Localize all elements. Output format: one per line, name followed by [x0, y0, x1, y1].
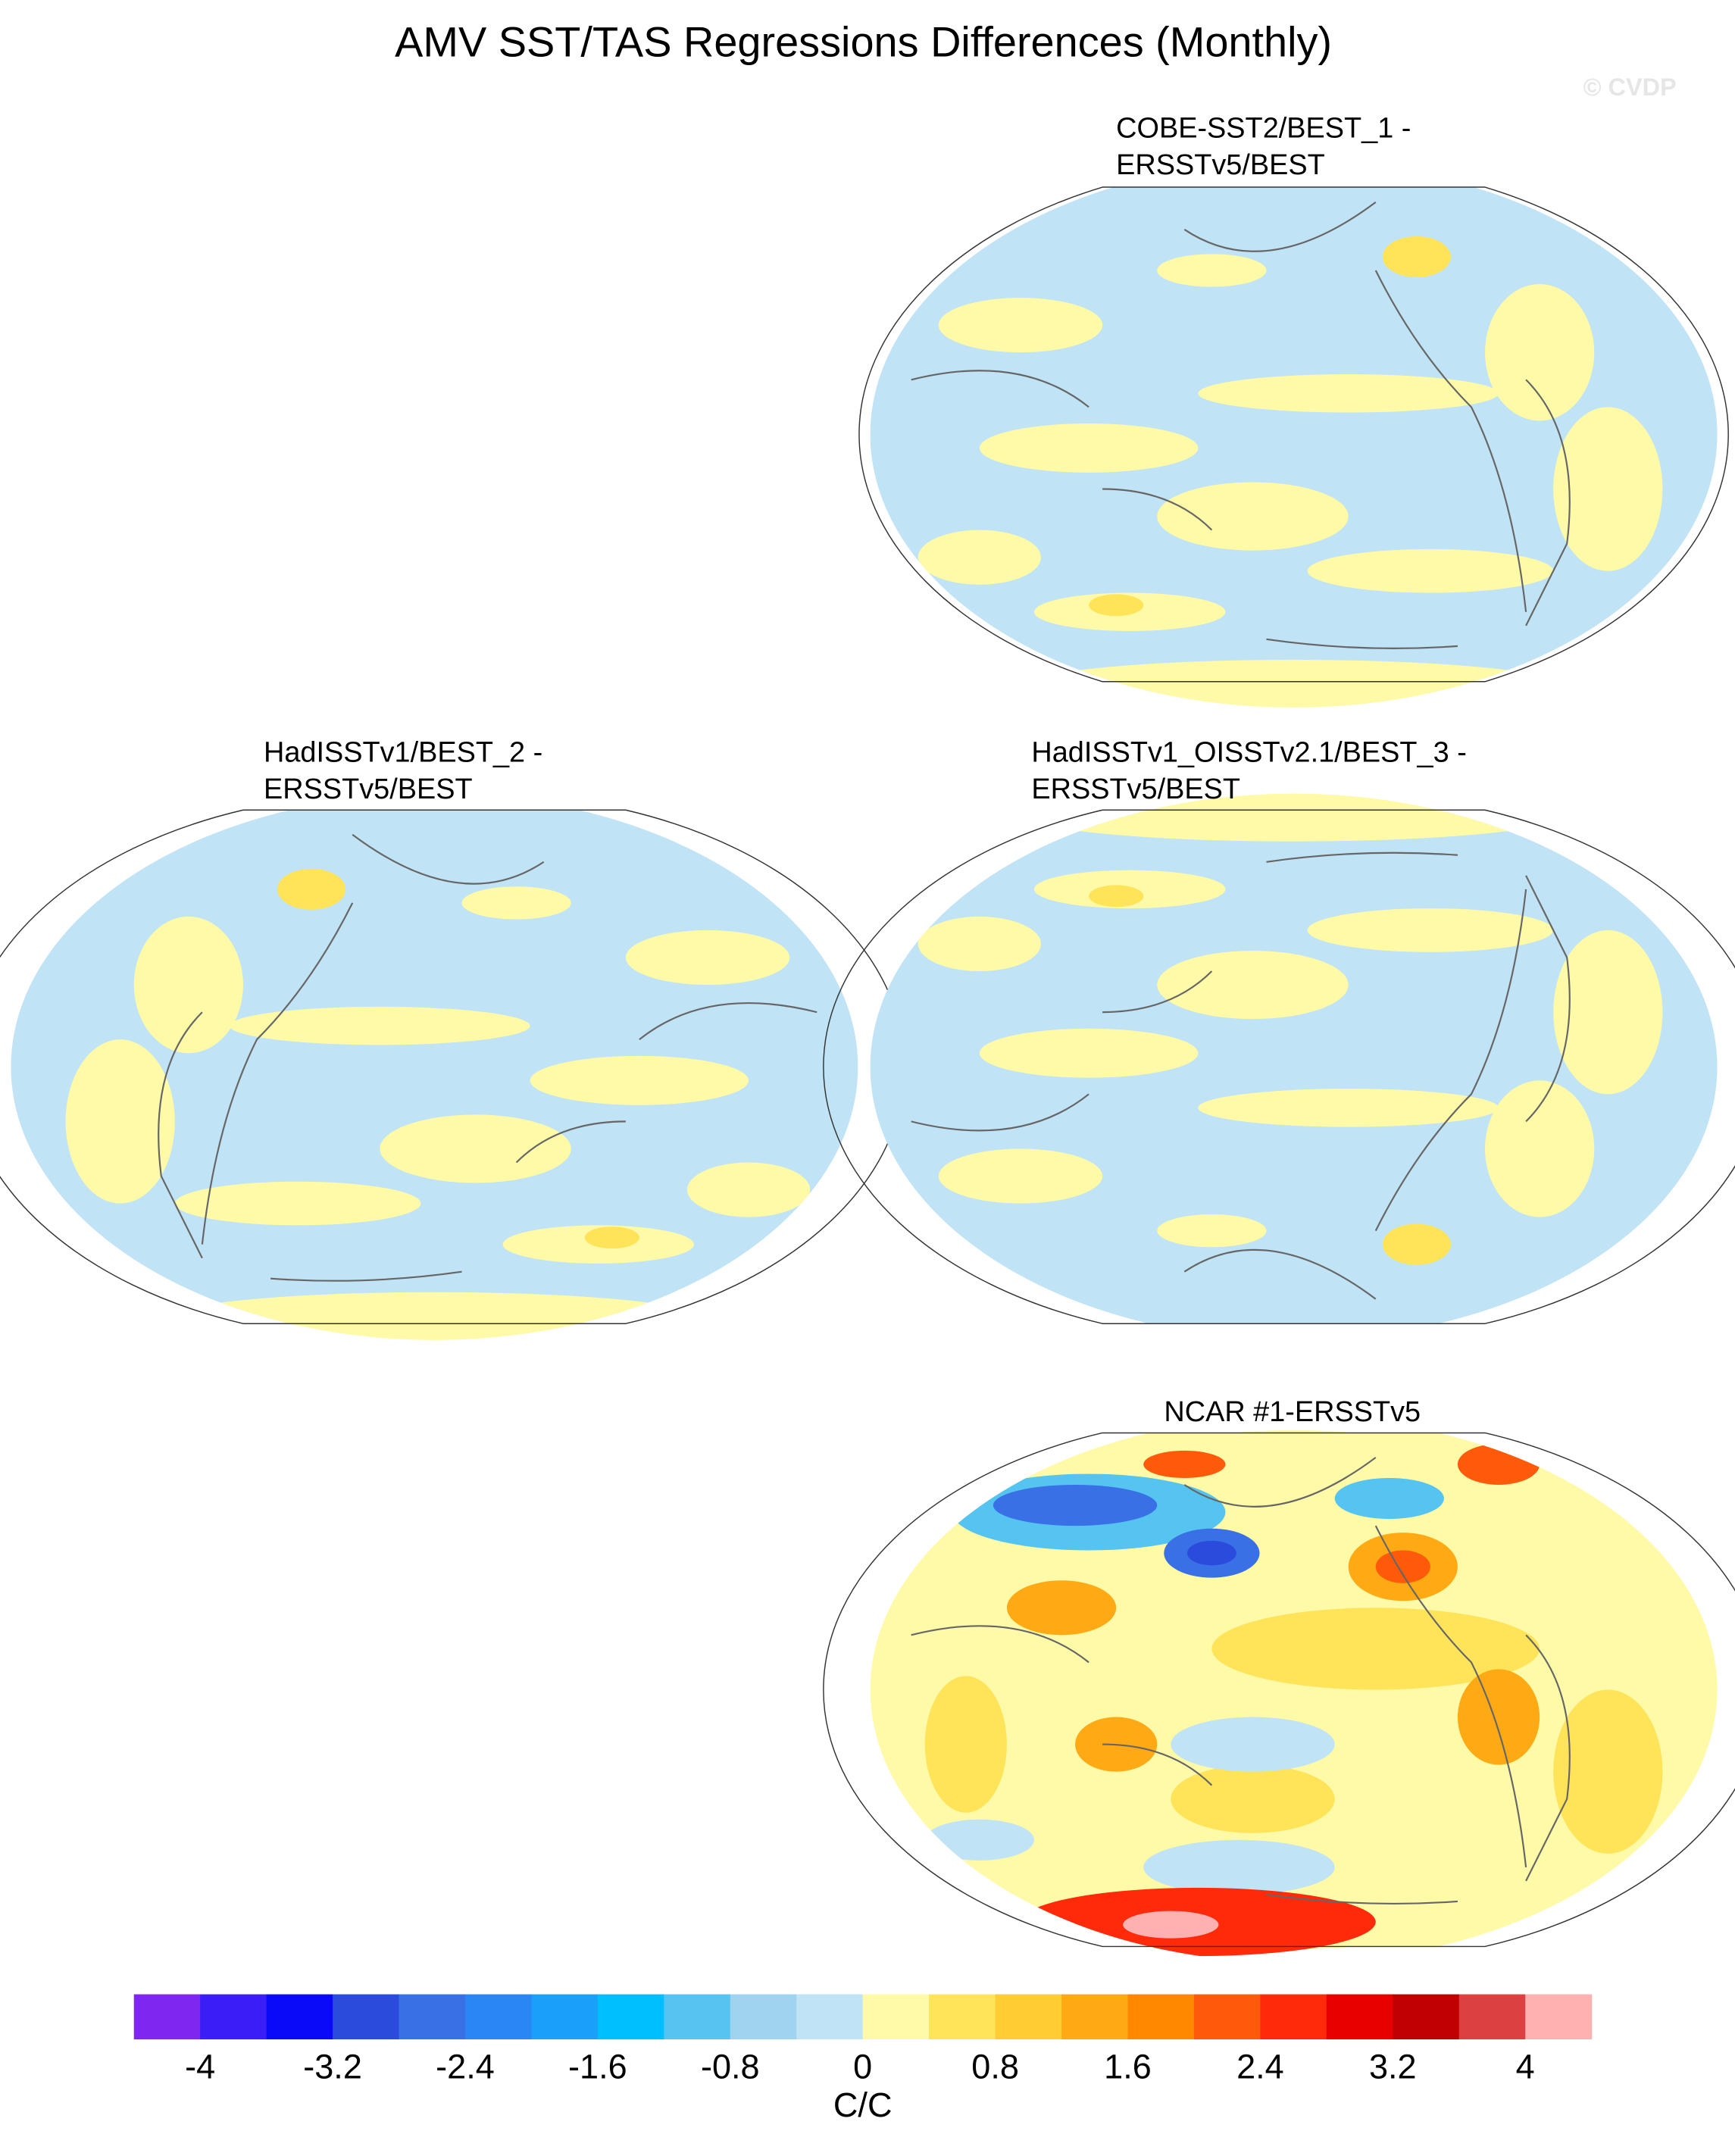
colorbar-label: 3.2: [1369, 2048, 1417, 2086]
colorbar-box: [664, 1994, 731, 2040]
colorbar-label: 2.4: [1236, 2048, 1284, 2086]
colorbar-box: [1393, 1994, 1460, 2040]
colorbar-label: -3.2: [303, 2048, 362, 2086]
colorbar-box: [200, 1994, 267, 2040]
colorbar-box: [333, 1994, 400, 2040]
colorbar-label: 0: [853, 2048, 872, 2086]
colorbar-box: [464, 1994, 532, 2040]
map: [823, 1429, 1735, 1958]
colorbar-box: [1458, 1994, 1526, 2040]
colorbar-box: [1260, 1994, 1327, 2040]
colorbar-box: [597, 1994, 664, 2040]
colorbar-box: [1326, 1994, 1393, 2040]
colorbar-label: 4: [1516, 2048, 1535, 2086]
colorbar-box: [995, 1994, 1062, 2040]
colorbar-box: [1127, 1994, 1195, 2040]
panel-title: ERSSTv5/BEST: [1116, 149, 1325, 181]
colorbar-box: [266, 1994, 333, 2040]
map: [0, 809, 905, 1340]
colorbar: -4 -3.2 -2.4 -1.6 -0.8 0 0.8 1.6 2.4 3.2 4 C/C: [133, 1994, 1593, 2124]
colorbar-box: [929, 1994, 996, 2040]
colorbar-label: -0.8: [701, 2048, 760, 2086]
colorbar-box: [730, 1994, 797, 2040]
panel-title: HadISSTv1/BEST_2 -: [264, 736, 542, 768]
map: [858, 186, 1729, 708]
panel-titles: COBE-SST2/BEST_1 - ERSSTv5/BEST HadISSTv1/…: [264, 112, 1467, 1428]
panel-title: COBE-SST2/BEST_1 -: [1116, 112, 1411, 144]
colorbar-box: [133, 1994, 201, 2040]
map: [823, 793, 1735, 1324]
colorbar-label: 0.8: [971, 2048, 1019, 2086]
colorbar-label: -1.6: [568, 2048, 627, 2086]
panel-title: ERSSTv5/BEST: [264, 773, 473, 805]
colorbar-box: [796, 1994, 864, 2040]
figure-title: AMV SST/TAS Regressions Differences (Mon…: [395, 17, 1332, 65]
panel-title: HadISSTv1_OISSTv2.1/BEST_3 -: [1031, 736, 1466, 768]
colorbar-box: [531, 1994, 599, 2040]
colorbar-box: [399, 1994, 466, 2040]
watermark: © CVDP: [1583, 73, 1677, 101]
panel-title: NCAR #1-ERSSTv5: [1164, 1396, 1421, 1428]
panel-title: ERSSTv5/BEST: [1031, 773, 1240, 805]
colorbar-box: [1061, 1994, 1129, 2040]
colorbar-box: [1525, 1994, 1593, 2040]
colorbar-label: -4: [185, 2048, 215, 2086]
colorbar-label: 1.6: [1104, 2048, 1152, 2086]
colorbar-units: C/C: [833, 2086, 893, 2124]
colorbar-box: [862, 1994, 930, 2040]
colorbar-label: -2.4: [436, 2048, 495, 2086]
colorbar-box: [1193, 1994, 1261, 2040]
